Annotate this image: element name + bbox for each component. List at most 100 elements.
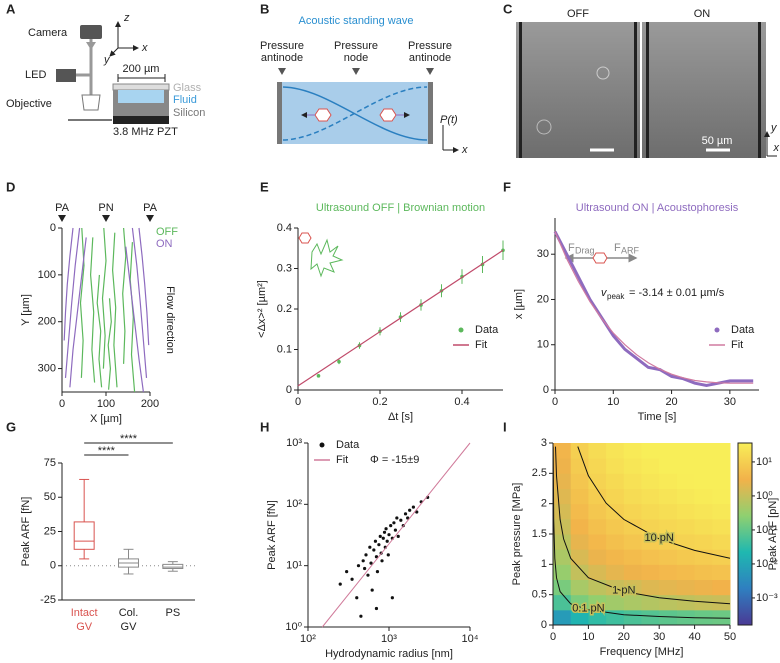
legend-swatch [714,327,720,333]
gv-icon [592,252,608,264]
heatmap-cell [606,549,625,565]
heatmap-cell [641,534,660,550]
heatmap-cell [659,518,678,535]
contour-label: 10 pN [645,532,674,544]
channel-wall [758,22,761,158]
fit-line [554,231,754,384]
box [162,563,184,569]
data-point [366,573,370,577]
contour [577,446,730,559]
x-axis-label: X [µm] [90,413,122,425]
legend-label: OFF [156,226,178,238]
heatmap-cell [659,579,678,596]
heatmap-cell [694,443,713,459]
x-tick-label: 0 [59,398,65,410]
heatmap-cell [676,564,696,580]
y-tick-label: 30 [537,248,549,260]
heatmap-cell [553,534,572,550]
data-point [380,559,384,563]
node-label: PA [55,202,70,214]
heatmap-cell [694,503,713,520]
heatmap-cell [694,488,713,505]
x-tick-label: 0 [552,396,558,408]
trajectory [89,237,96,383]
data-point [403,512,408,516]
heatmap-cell [641,564,660,580]
y-tick-label: 1 [541,558,547,570]
trajectory [111,232,118,388]
heatmap-cell [712,594,731,611]
axis-label: P(t) [440,114,458,126]
heatmap-cell [606,443,625,459]
heatmap-cell [570,549,589,565]
force-label: ARF [621,245,640,255]
heatmap-cell [676,594,696,611]
colorbar-tick-label: 10⁻³ [756,592,778,604]
y-tick-label: 0 [286,384,292,396]
glass-label: Glass [173,82,202,94]
gv-icon [298,232,312,244]
panel-b: B Acoustic standing wave Pressure antino… [260,1,468,155]
heatmap-cell [588,594,607,611]
node-label: antinode [261,52,303,64]
wave [282,86,428,141]
data-point [364,553,368,557]
heatmap-cell [712,564,731,580]
trajectory [69,237,87,388]
scale-label: 50 µm [702,135,733,147]
legend-label: Fit [336,454,348,466]
colorbar-label: Peak ARF [pN] [767,498,779,571]
heatmap-cell [553,518,572,535]
heatmap-cell [588,503,607,520]
heatmap-cell [694,594,713,611]
data-point [368,545,372,549]
x-axis-label: Δt [s] [388,411,413,423]
heatmap-cell [694,534,713,550]
data-point [359,614,363,618]
legend-label: ON [156,238,173,250]
x-tick-label: 0.2 [372,396,387,408]
heatmap-cell [712,503,731,520]
data-point [389,524,393,528]
axis-y [109,47,119,57]
heatmap-cell [623,549,642,565]
data-point [356,564,361,568]
heatmap-cell [570,594,589,611]
fit-line [321,442,471,628]
x-tick-label: GV [76,621,93,633]
heatmap-cell [606,488,625,505]
data-point [373,539,378,543]
force-label: F [568,242,575,254]
heatmap-cell [553,503,572,520]
wave-dashed [282,86,428,141]
trajectory-inset [310,238,344,278]
heatmap-cell [712,473,731,489]
data-point [382,530,387,534]
heatmap-cell [606,458,625,474]
data-point [374,555,379,559]
axis-label: x [141,42,148,54]
heatmap-cell [623,579,642,596]
colorbar-tick-label: 10⁻¹ [756,524,778,536]
data-point [355,596,359,600]
heatmap-cell [676,518,696,535]
node-label: node [344,52,368,64]
camera [80,25,102,39]
panel-label: E [260,179,269,194]
heatmap-cell [659,609,678,626]
y-tick-label: 20 [537,293,549,305]
heatmap-cell [570,458,589,474]
node-marker [58,215,66,222]
panel-c: C OFF ON 50 µm y x [503,1,780,158]
x-axis-label: Time [s] [638,411,677,423]
x-tick-label: 30 [653,631,665,643]
x-tick-label: 0 [550,631,556,643]
x-tick-label: 20 [665,396,677,408]
legend-label: Fit [475,339,487,351]
channel-wall [634,22,637,158]
heatmap-cell [641,579,660,596]
data-point [369,561,373,565]
heatmap-cell [588,549,607,565]
trajectory [107,298,112,390]
heatmap-cell [588,564,607,580]
